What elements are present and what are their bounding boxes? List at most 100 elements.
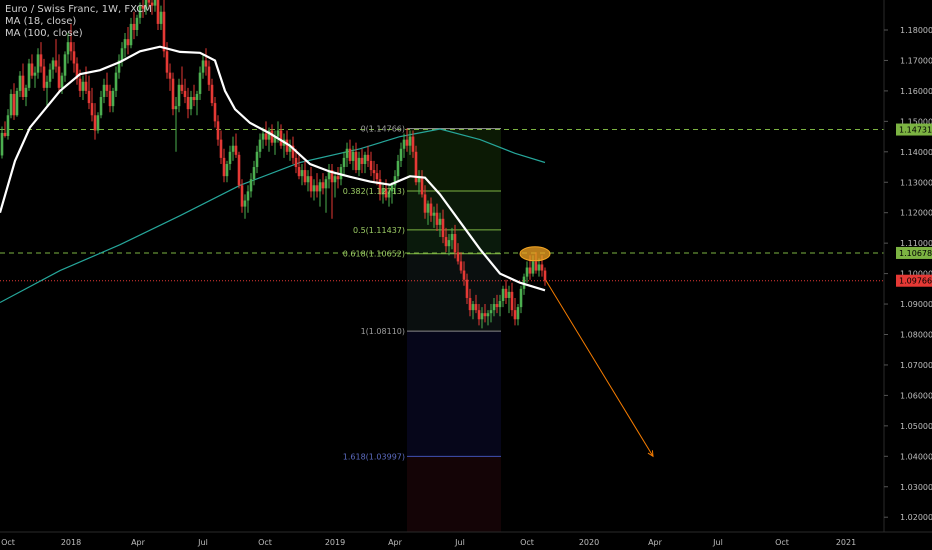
- candle-body: [183, 90, 187, 97]
- candle-body: [132, 23, 136, 30]
- candle-body: [159, 11, 163, 24]
- candle-body: [444, 237, 448, 247]
- ma100-line: [0, 128, 546, 304]
- candle: [156, 0, 160, 30]
- candle: [72, 42, 76, 73]
- candle-body: [435, 212, 439, 225]
- candle-body: [285, 139, 289, 152]
- candle-body: [543, 270, 547, 281]
- time-tick-label: Jul: [197, 538, 208, 547]
- candle: [63, 51, 67, 82]
- candle-body: [303, 170, 307, 183]
- candle: [450, 227, 454, 250]
- candle-body: [297, 167, 301, 177]
- candle: [327, 163, 331, 189]
- candle-body: [483, 313, 487, 317]
- candle: [441, 209, 445, 244]
- candle: [423, 185, 427, 219]
- candle: [324, 176, 328, 213]
- candle: [66, 33, 70, 64]
- candle: [141, 0, 145, 18]
- candle-body: [102, 84, 106, 97]
- candle-body: [360, 157, 364, 164]
- candle-body: [495, 304, 499, 308]
- candle-body: [78, 78, 82, 91]
- drawing-tools[interactable]: [519, 246, 654, 458]
- candle-body: [396, 160, 400, 177]
- candle-body: [480, 313, 484, 320]
- candle-body: [126, 39, 130, 46]
- candle: [282, 133, 286, 158]
- candle-body: [537, 264, 541, 271]
- candle: [348, 139, 352, 164]
- legend-ma18[interactable]: MA (18, close): [5, 16, 77, 27]
- candle: [81, 75, 85, 101]
- candle-body: [252, 167, 256, 180]
- candle: [489, 304, 493, 323]
- candle: [309, 167, 313, 198]
- candle: [351, 145, 355, 171]
- candle: [33, 66, 37, 88]
- time-tick-label: Jul: [712, 538, 723, 547]
- price-tag-box: [896, 274, 932, 287]
- candle: [420, 170, 424, 198]
- price-tick-label: 1.14000: [900, 148, 932, 157]
- candle: [519, 285, 523, 314]
- candle-body: [93, 115, 97, 131]
- candle-body: [477, 310, 481, 320]
- fib-label: 0.382(1.12713): [343, 187, 405, 196]
- candle-body: [450, 234, 454, 241]
- candle: [363, 151, 367, 174]
- candle-body: [198, 72, 202, 94]
- candle-body: [222, 157, 226, 177]
- projection-arrowhead: [647, 450, 654, 458]
- candle: [69, 23, 73, 61]
- price-tick-label: 1.03000: [900, 483, 932, 492]
- price-tick-label: 1.06000: [900, 391, 932, 400]
- candle: [396, 154, 400, 183]
- candle: [144, 0, 148, 15]
- candle: [378, 170, 382, 201]
- candle-body: [255, 151, 259, 168]
- candle-body: [120, 48, 124, 61]
- candle-body: [30, 63, 34, 76]
- candle-body: [21, 75, 25, 97]
- time-axis[interactable]: Oct 2018 Apr Jul Oct 2019 Apr Jul Oct 2020 Apr Jul O…: [0, 531, 932, 550]
- candle-body: [402, 139, 406, 149]
- legend-ma100[interactable]: MA (100, close): [5, 28, 83, 39]
- time-tick-label: Apr: [131, 538, 146, 547]
- candle-body: [249, 179, 253, 192]
- candle-body: [486, 313, 490, 317]
- candle: [258, 133, 262, 158]
- candle: [15, 87, 19, 117]
- candle: [411, 130, 415, 158]
- legend-symbol[interactable]: Euro / Swiss Franc, 1W, FXCM: [5, 4, 152, 15]
- candle-body: [237, 154, 241, 186]
- fibonacci-retracement-zone[interactable]: [407, 127, 501, 532]
- candle: [186, 87, 190, 119]
- candle: [57, 54, 61, 91]
- fib-band: [407, 190, 501, 230]
- highlight-ellipse[interactable]: [519, 246, 551, 262]
- candle-body: [300, 170, 304, 177]
- time-axis-background: [0, 532, 932, 550]
- projection-arrow[interactable]: [545, 280, 654, 457]
- price-tag-box: [896, 123, 932, 136]
- candle: [447, 234, 451, 256]
- candle: [402, 133, 406, 158]
- candle-body: [399, 148, 403, 161]
- candle: [300, 163, 304, 186]
- candle: [48, 63, 52, 88]
- candle-body: [432, 212, 436, 216]
- candle: [117, 54, 121, 79]
- candle-body: [186, 96, 190, 110]
- candle-body: [15, 90, 19, 116]
- candle: [513, 297, 517, 326]
- candle: [252, 160, 256, 186]
- candle: [132, 11, 136, 40]
- candle: [177, 78, 181, 113]
- candle: [249, 173, 253, 198]
- candle-body: [498, 301, 502, 308]
- candle: [138, 2, 142, 24]
